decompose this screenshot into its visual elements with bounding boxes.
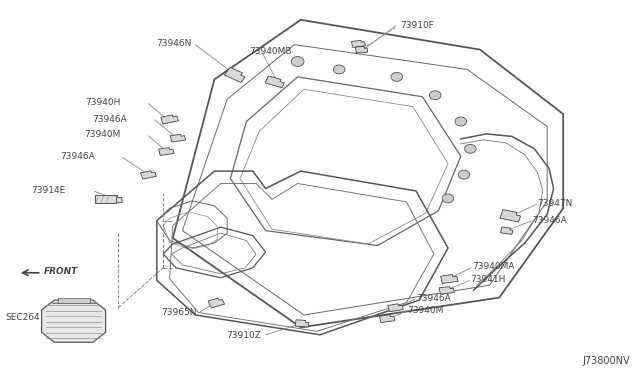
Polygon shape <box>356 46 367 53</box>
Polygon shape <box>106 195 122 203</box>
Text: 73940MA: 73940MA <box>472 262 515 271</box>
Circle shape <box>465 144 476 153</box>
Text: 73910F: 73910F <box>400 21 434 30</box>
Text: 73946A: 73946A <box>92 115 127 124</box>
Text: 73946A: 73946A <box>532 216 567 225</box>
Text: J73800NV: J73800NV <box>583 356 630 366</box>
Polygon shape <box>159 148 174 155</box>
Polygon shape <box>95 195 116 203</box>
Polygon shape <box>500 209 520 222</box>
Circle shape <box>291 57 304 67</box>
Text: 73947N: 73947N <box>538 199 573 208</box>
Polygon shape <box>170 134 186 142</box>
Polygon shape <box>380 315 395 323</box>
Text: 73946N: 73946N <box>157 39 192 48</box>
Polygon shape <box>500 227 513 234</box>
Polygon shape <box>440 275 458 283</box>
Polygon shape <box>388 304 403 312</box>
Polygon shape <box>141 171 156 179</box>
Polygon shape <box>439 286 454 294</box>
Text: FRONT: FRONT <box>44 267 78 276</box>
Polygon shape <box>295 320 308 327</box>
Circle shape <box>458 170 470 179</box>
Text: 73965N: 73965N <box>162 308 197 317</box>
Text: SEC264: SEC264 <box>5 313 40 322</box>
Polygon shape <box>225 67 245 83</box>
Circle shape <box>429 91 441 100</box>
Text: 73910Z: 73910Z <box>227 331 261 340</box>
Polygon shape <box>58 298 90 302</box>
Text: 73940H: 73940H <box>85 98 120 107</box>
Polygon shape <box>265 76 284 88</box>
Text: 73946A: 73946A <box>416 294 451 303</box>
Polygon shape <box>208 298 225 308</box>
Text: 73940MB: 73940MB <box>250 47 292 56</box>
Text: 73946A: 73946A <box>60 152 95 161</box>
Text: 73914E: 73914E <box>31 186 65 195</box>
Text: 73940M: 73940M <box>407 306 444 315</box>
Polygon shape <box>161 115 179 124</box>
Polygon shape <box>42 300 106 342</box>
Text: 73941H: 73941H <box>470 275 506 284</box>
Circle shape <box>455 117 467 126</box>
Circle shape <box>391 73 403 81</box>
Circle shape <box>442 194 454 203</box>
Polygon shape <box>351 40 365 48</box>
Circle shape <box>333 65 345 74</box>
Text: 73940M: 73940M <box>84 131 120 140</box>
